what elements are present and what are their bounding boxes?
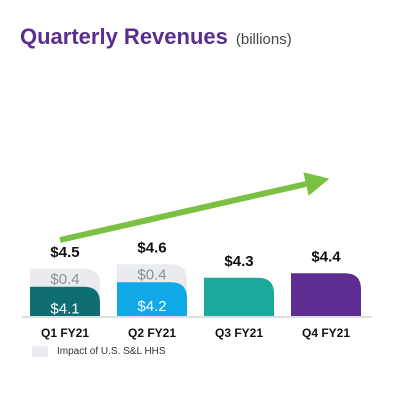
bar-value-label: $4.1 xyxy=(50,300,79,317)
bar-total-label: $4.6 xyxy=(137,239,166,256)
bar-base-segment xyxy=(117,282,187,316)
x-tick-label: Q1 FY21 xyxy=(41,326,89,340)
x-tick-label: Q2 FY21 xyxy=(128,326,176,340)
bar-value-label: $4.2 xyxy=(137,298,166,315)
trend-arrow-line xyxy=(59,181,307,243)
bar-base-segment xyxy=(291,273,361,316)
legend: Impact of U.S. S&L HHS xyxy=(32,346,166,357)
bar-base-segment xyxy=(204,277,274,316)
chart-title-text: Quarterly Revenues xyxy=(20,24,228,49)
chart-title: Quarterly Revenues (billions) xyxy=(20,24,292,50)
bar-total-label: $4.3 xyxy=(224,253,253,270)
x-tick-label: Q4 FY21 xyxy=(302,326,350,340)
bar-total-label: $4.5 xyxy=(50,244,79,261)
x-tick-label: Q3 FY21 xyxy=(215,326,263,340)
legend-swatch xyxy=(32,346,48,357)
bar-impact-label: $0.4 xyxy=(50,271,79,288)
bar-base-segment xyxy=(30,286,100,316)
bar-total-label: $4.4 xyxy=(311,248,341,265)
bar-impact-label: $0.4 xyxy=(137,266,166,283)
legend-label: Impact of U.S. S&L HHS xyxy=(57,346,166,357)
trend-arrow-head xyxy=(303,172,330,196)
chart-subtitle: (billions) xyxy=(235,31,292,48)
